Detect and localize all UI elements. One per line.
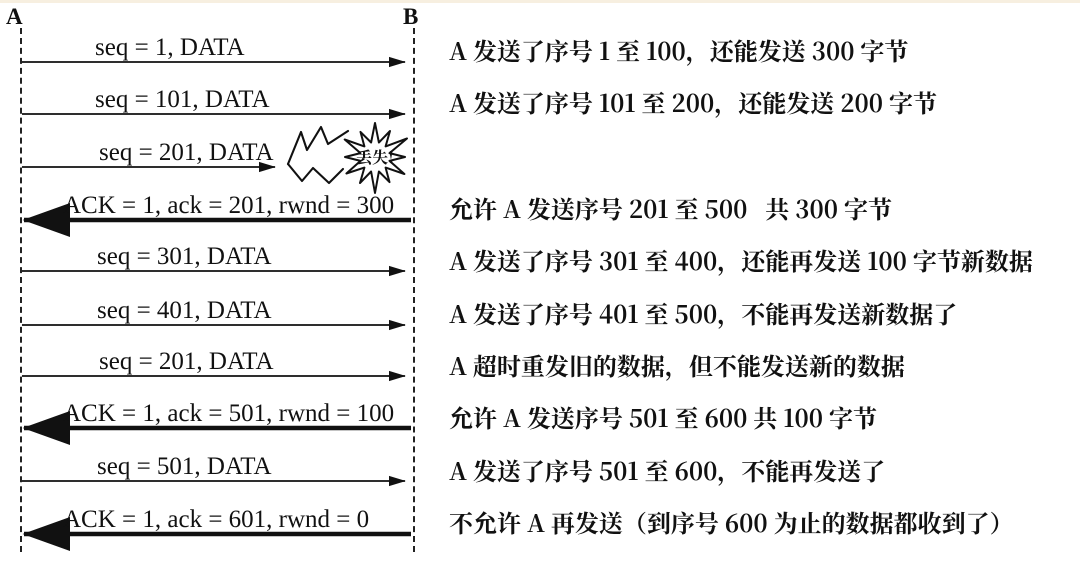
svg-text:丢失!: 丢失! — [356, 145, 394, 168]
